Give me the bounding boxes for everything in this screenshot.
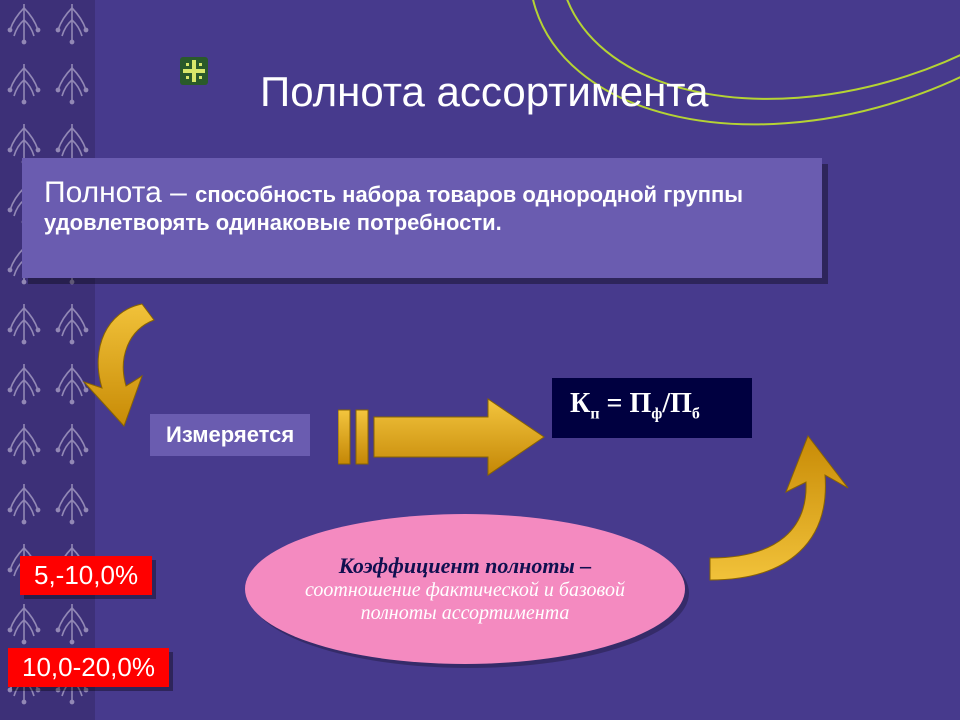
formula-p2: П [670,388,692,419]
coefficient-oval: Коэффициент полноты – соотношение фактич… [245,514,685,664]
measured-label: Измеряется [150,414,310,456]
oval-line2: соотношение фактической и базовой полнот… [305,579,625,624]
formula-k: К [570,388,590,419]
badge-1: 5,-10,0% [20,556,152,595]
formula-box: Кп = Пф/Пб [552,378,752,438]
badge-2: 10,0-20,0% [8,648,169,687]
formula-p2-sub: б [692,406,700,423]
definition-term: Полнота – [44,176,195,209]
formula-p1-sub: ф [651,406,662,423]
oval-line1: Коэффициент полноты – [339,553,592,578]
formula-p1: П [630,388,652,419]
curved-arrow-up [680,430,860,610]
page-title: Полнота ассортимента [260,68,708,116]
block-arrow-icon [338,392,548,482]
formula-slash: / [662,388,670,419]
formula-eq: = [600,388,630,419]
definition-box: Полнота – способность набора товаров одн… [22,158,822,278]
bullet-icon [178,55,210,87]
formula-k-sub: п [590,406,599,423]
